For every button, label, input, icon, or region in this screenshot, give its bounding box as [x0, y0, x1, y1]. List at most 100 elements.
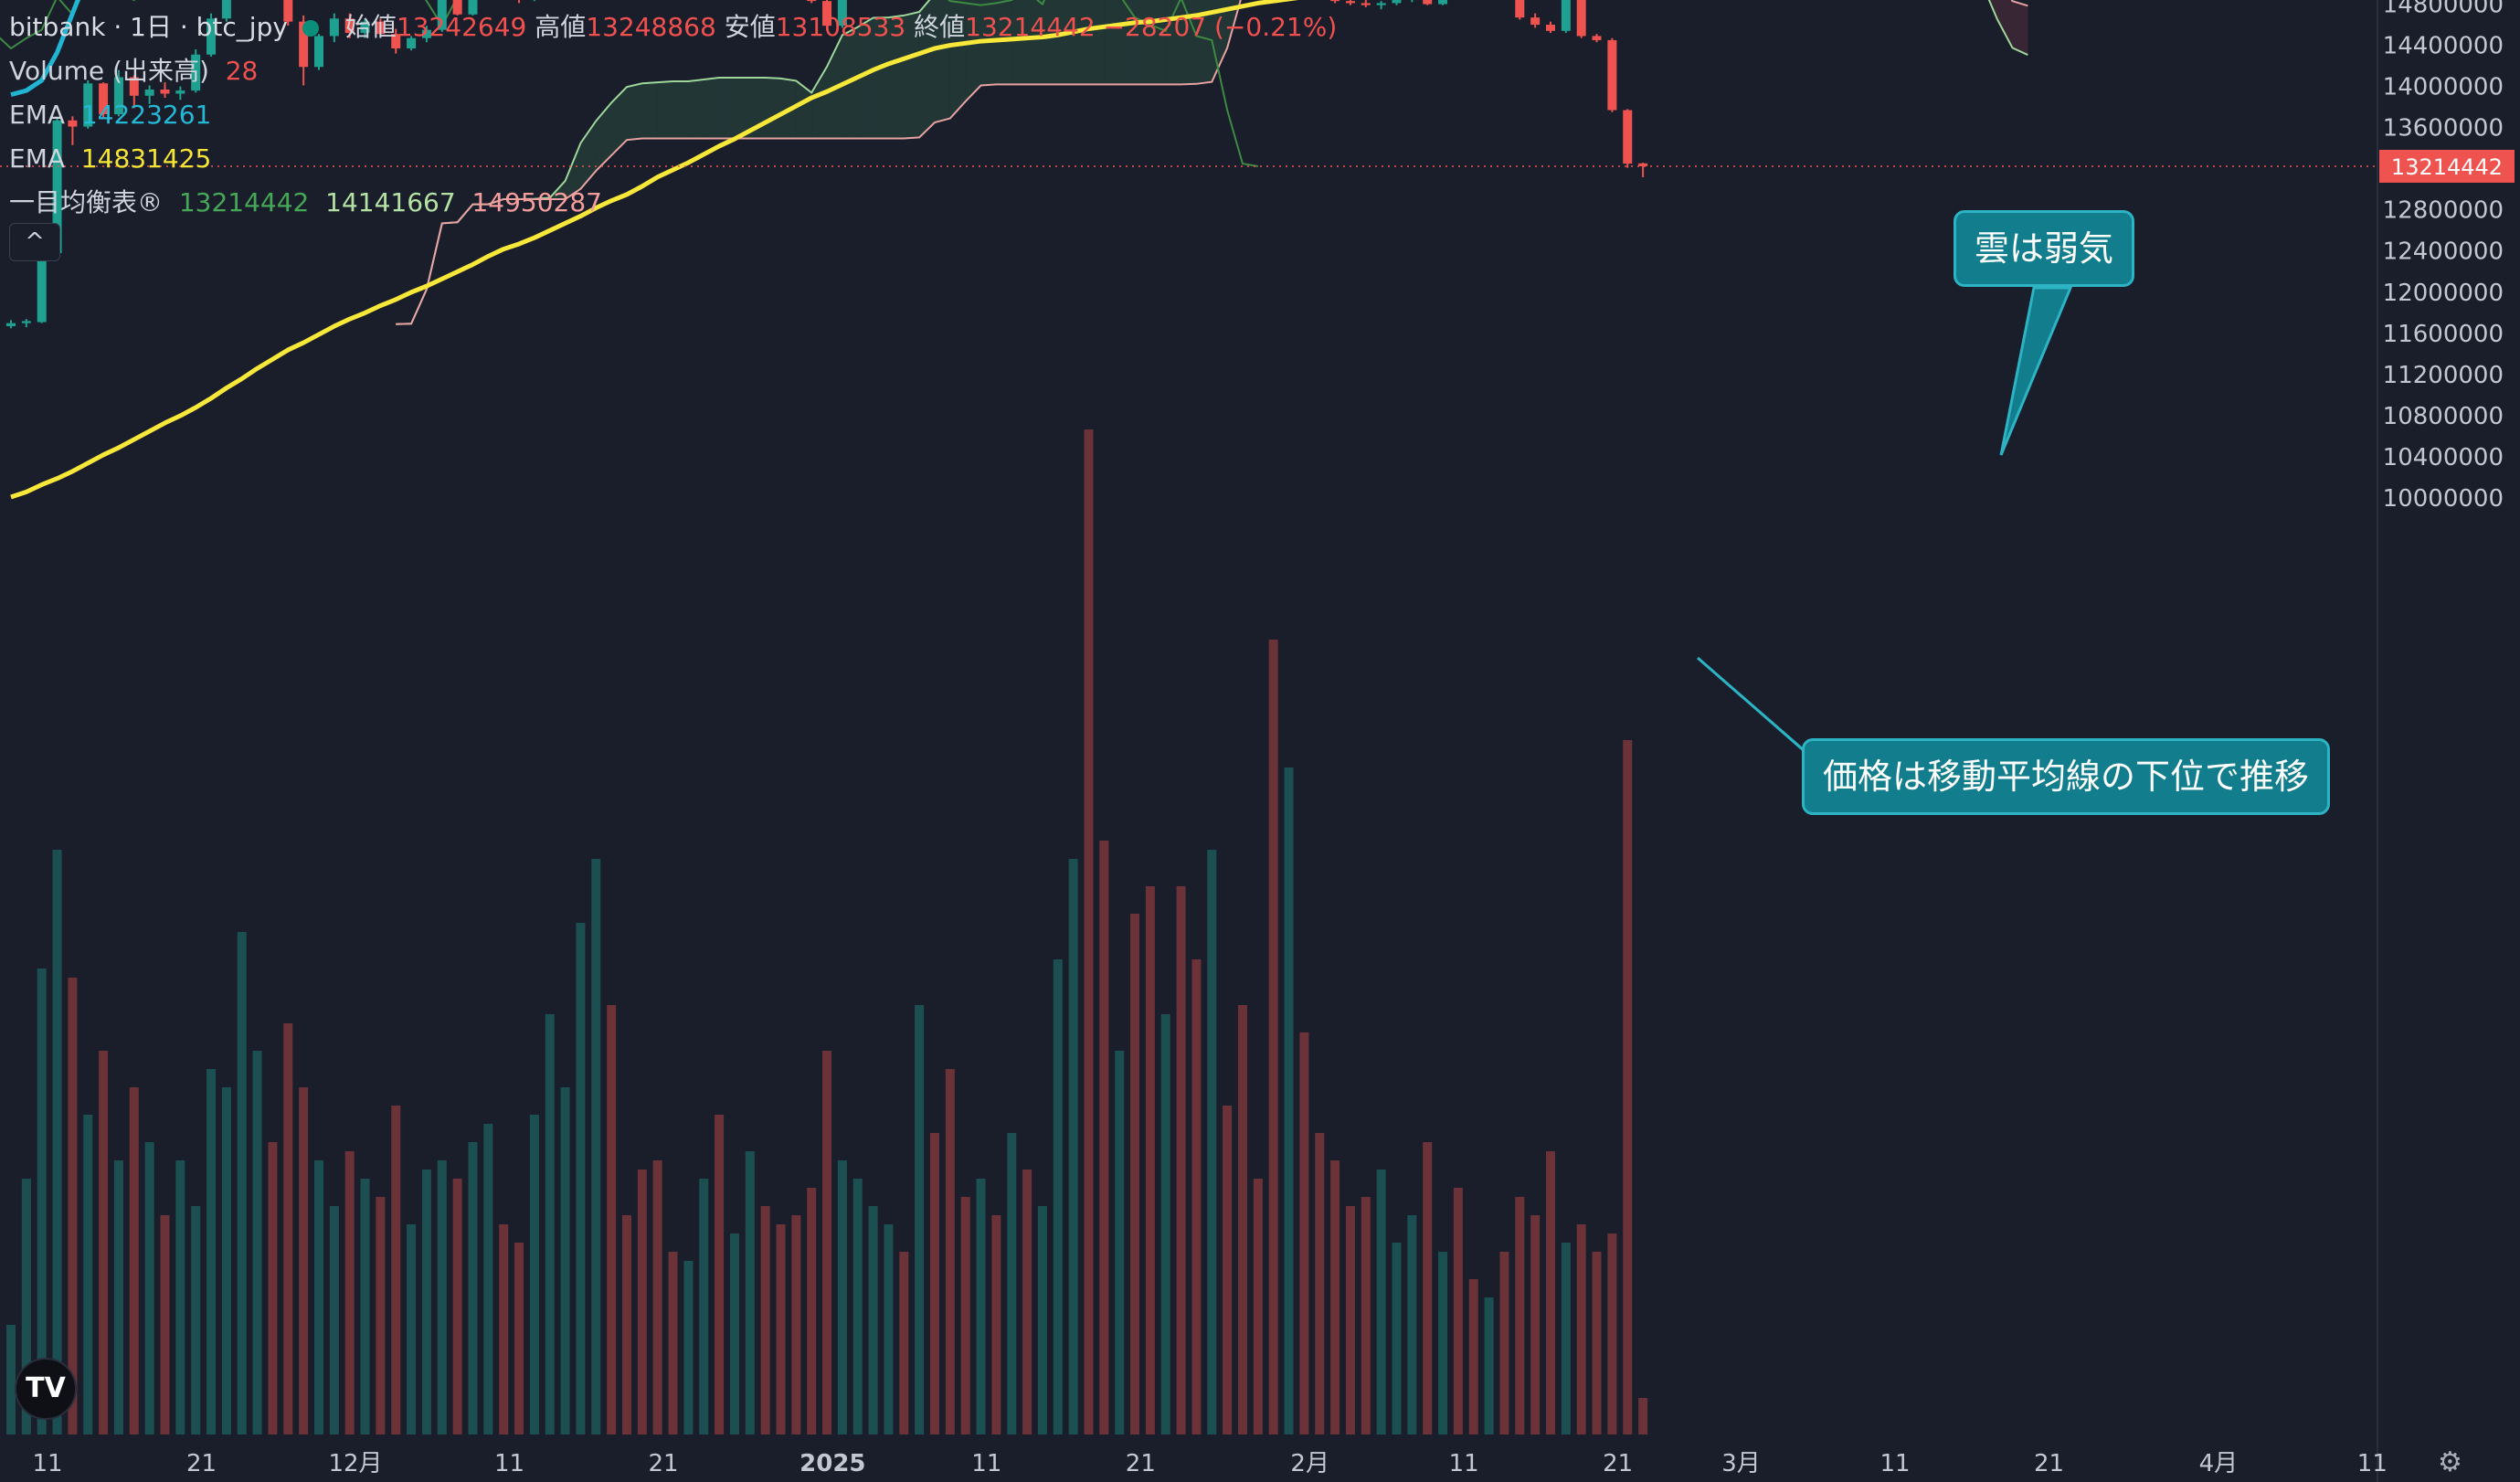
collapse-legend-button[interactable]: ^ [9, 223, 60, 261]
volume-bar [175, 1160, 185, 1434]
cloud-segment [657, 80, 673, 139]
time-tick-label: 11 [971, 1450, 1001, 1477]
logo-text: TV [26, 1372, 66, 1404]
candle-body [1623, 110, 1633, 164]
candle-body [144, 90, 154, 96]
ema-slow-line [10, 0, 1299, 500]
candle [175, 86, 185, 101]
candle [6, 320, 16, 329]
candle [206, 13, 217, 57]
ema-fast-value: 14223261 [80, 100, 212, 130]
ema-slow-value: 14831425 [80, 143, 212, 174]
cloud-segment [1996, 0, 2013, 48]
leading-span-b-line [396, 0, 2028, 325]
candle-body [191, 54, 201, 91]
cloud-segment [596, 102, 612, 171]
leading-span-a-line [396, 0, 2028, 325]
candle-body [175, 90, 185, 94]
gear-icon[interactable]: ⚙ [2438, 1446, 2462, 1478]
candle [21, 319, 31, 328]
volume-bar [1546, 1151, 1555, 1434]
last-price-badge [2379, 149, 2515, 183]
candle-body [6, 323, 16, 327]
volume-bar [1315, 1133, 1325, 1434]
cloud-segment [704, 78, 720, 139]
candle-body [837, 0, 847, 26]
candle [221, 0, 231, 22]
candle-body [421, 29, 431, 38]
volume-bar [837, 1160, 847, 1434]
candle [807, 0, 817, 4]
candle-body [407, 37, 417, 48]
price-tick-label: 12800000 [2383, 197, 2504, 225]
volume-bar [637, 1170, 647, 1434]
volume-bar [99, 1051, 109, 1434]
candle [160, 82, 170, 99]
candle [468, 0, 478, 16]
candle-body [344, 18, 355, 34]
candle [1530, 13, 1541, 28]
candle [1392, 0, 1402, 5]
volume-bar [607, 1005, 617, 1434]
candle [314, 34, 323, 70]
volume-bar [237, 932, 247, 1434]
cloud-segment [627, 83, 642, 141]
volume-bar [899, 1252, 909, 1434]
price-tick-label: 10400000 [2383, 444, 2504, 471]
low-label: 安値 [724, 12, 776, 42]
candle-body [376, 21, 386, 35]
volume-bar [729, 1233, 739, 1434]
volume-bar [344, 1151, 355, 1434]
cloud-segment [1042, 0, 1058, 85]
candle-body [83, 83, 93, 127]
volume-bar [499, 1224, 509, 1434]
volume-bar [1284, 767, 1294, 1434]
callout-pointers [1697, 286, 2073, 799]
volume-bar [83, 1115, 93, 1434]
cloud-segment [641, 82, 658, 139]
symbol-title[interactable]: bitbank · 1日 · btc_jpy [9, 12, 288, 42]
candle-body [1561, 0, 1571, 31]
symbol-row: bitbank · 1日 · btc_jpy 始値13242649 高値1324… [9, 5, 1337, 49]
price-tick-label: 13600000 [2383, 115, 2504, 143]
price-axis: 10000000 10400000 10800000 11200000 11600000… [2383, 0, 2504, 513]
volume-bar [1484, 1297, 1494, 1434]
cloud-segment [719, 78, 735, 139]
time-tick-label: 12月 [328, 1450, 382, 1477]
volume-bar [437, 1160, 447, 1434]
ichimoku-legend[interactable]: 一目均衡表® 13214442 14141667 14950287 [9, 181, 1337, 225]
candle [344, 13, 355, 38]
candle [391, 28, 401, 54]
cloud-segment [2012, 1, 2028, 56]
candle [1607, 37, 1617, 112]
candle-body [1361, 3, 1371, 5]
price-below-ma-callout[interactable]: 価格は移動平均線の下位で推移 [1802, 738, 2331, 815]
time-tick-label: 2月 [1290, 1450, 1329, 1477]
candle-body [1592, 36, 1602, 40]
cloud-segment [1181, 0, 1197, 85]
candle-body [452, 0, 462, 15]
time-axis: 11 21 12月 11 21 2025 11 21 2月 11 21 3月 11 21 4月 11 [32, 1450, 2387, 1477]
ema-slow-legend[interactable]: EMA 14831425 [9, 137, 1337, 181]
price-tick-label: 12400000 [2383, 238, 2504, 266]
price-tick-label: 14800000 [2383, 0, 2504, 18]
cloud-segment [965, 0, 981, 101]
cloud-segment [873, 17, 889, 139]
volume-bar [160, 1215, 170, 1434]
candle-body [1530, 17, 1541, 26]
price-note-text: 価格は移動平均線の下位で推移 [1823, 757, 2310, 797]
volume-bar [652, 1160, 662, 1434]
volume-bar [930, 1133, 939, 1434]
ichimoku-value-2: 14141667 [325, 187, 456, 217]
market-status-icon [302, 20, 319, 37]
volume-legend[interactable]: Volume (出来高) 28 [9, 49, 1337, 93]
tradingview-logo[interactable]: TV [15, 1358, 77, 1420]
ema-fast-legend[interactable]: EMA 14223261 [9, 93, 1337, 137]
volume-bar [991, 1215, 1001, 1434]
cloud-bearish-callout[interactable]: 雲は弱気 [1954, 210, 2135, 287]
open-value: 13242649 [396, 12, 527, 42]
volume-bar [221, 1087, 231, 1434]
volume-bar [715, 1115, 725, 1434]
volume-bar [576, 923, 586, 1434]
